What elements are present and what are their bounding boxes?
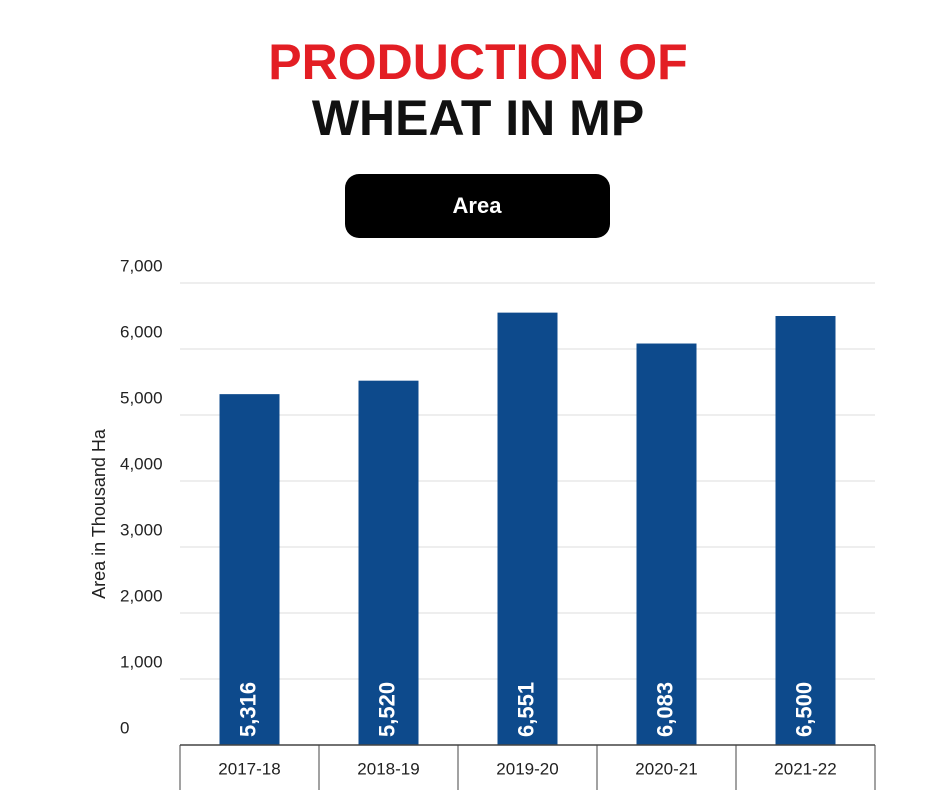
x-tick-label: 2020-21 (635, 759, 697, 778)
y-tick-label: 6,000 (120, 322, 163, 341)
value-label: 5,520 (374, 682, 399, 737)
y-tick-label: 0 (120, 718, 129, 737)
y-tick-label: 5,000 (120, 388, 163, 407)
value-label: 6,083 (652, 682, 677, 737)
y-tick-label: 1,000 (120, 652, 163, 671)
y-tick-label: 7,000 (120, 256, 163, 275)
value-label: 5,316 (235, 682, 260, 737)
x-tick-label: 2017-18 (218, 759, 280, 778)
y-tick-label: 3,000 (120, 520, 163, 539)
bar (636, 343, 697, 745)
bar (219, 394, 280, 745)
x-tick-label: 2019-20 (496, 759, 558, 778)
value-label: 6,551 (513, 682, 538, 737)
chart-title-line: PRODUCTION OF (268, 34, 687, 90)
bar (358, 380, 419, 745)
value-label: 6,500 (791, 682, 816, 737)
chart-subtitle: Area (453, 193, 503, 218)
y-tick-label: 2,000 (120, 586, 163, 605)
bar (775, 316, 836, 745)
y-tick-label: 4,000 (120, 454, 163, 473)
x-tick-label: 2021-22 (774, 759, 836, 778)
x-tick-label: 2018-19 (357, 759, 419, 778)
chart-title-line: WHEAT IN MP (312, 90, 644, 146)
bar (497, 312, 558, 745)
subtitle-pill (345, 174, 610, 238)
y-axis-label: Area in Thousand Ha (89, 428, 109, 599)
